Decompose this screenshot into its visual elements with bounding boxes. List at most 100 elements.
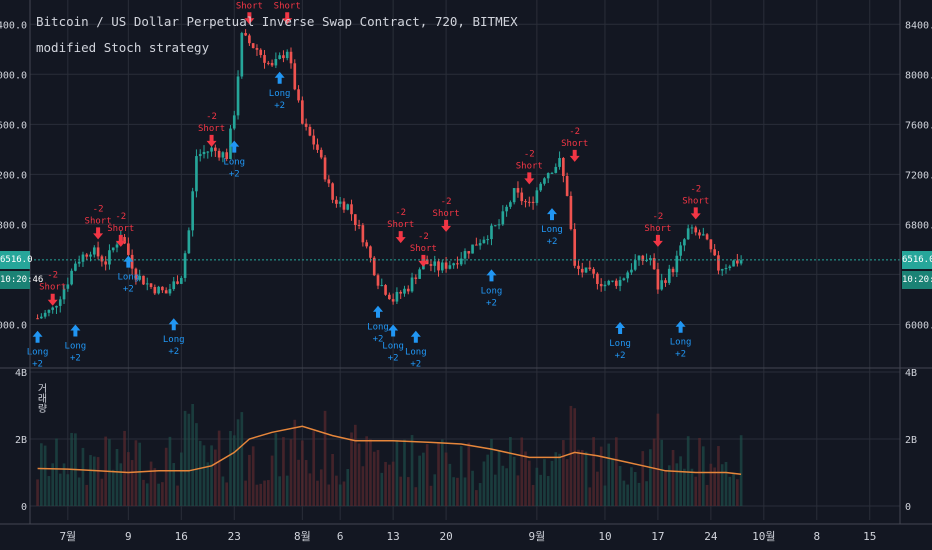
candle-body — [168, 289, 172, 294]
signal-short: Short-2 — [236, 1, 263, 25]
short-arrow-icon — [524, 172, 535, 185]
volume-bar — [195, 423, 198, 506]
candle-body — [142, 275, 145, 285]
candle-body — [395, 291, 399, 302]
candle-body — [369, 246, 372, 258]
volume-bar — [467, 442, 471, 506]
volume-bar — [108, 439, 111, 506]
candle-body — [713, 249, 716, 256]
signal-label: Long — [223, 158, 245, 168]
volume-bar — [588, 487, 592, 506]
volume-bar — [55, 438, 58, 506]
signal-long: Long +2 — [481, 269, 502, 308]
candle-body — [331, 183, 334, 200]
candle-body — [633, 260, 637, 270]
candle-body — [210, 147, 213, 152]
volume-bar — [736, 479, 739, 506]
candle-body — [55, 305, 58, 308]
short-arrow-icon — [93, 227, 104, 240]
volume-bar — [210, 445, 213, 506]
volume-bar — [43, 445, 47, 506]
volume-bar — [308, 473, 312, 506]
candle-body — [562, 158, 565, 176]
signal-short: Short-2 — [39, 271, 66, 306]
volume-bar — [471, 470, 474, 506]
strategy-name[interactable]: modified Stoch strategy — [36, 40, 210, 55]
volume-bar — [512, 456, 516, 506]
volume-bar — [81, 447, 85, 506]
candle-body — [414, 277, 418, 279]
signal-qty: +2 — [388, 353, 399, 363]
volume-bar — [123, 430, 126, 506]
volume-bar — [395, 440, 399, 506]
candle-body — [312, 135, 316, 145]
volume-bar — [645, 481, 648, 506]
signal-label: Long — [382, 341, 404, 351]
candle-body — [607, 280, 611, 285]
volume-bar — [217, 430, 221, 506]
candle-body — [104, 261, 107, 265]
current-price-badge-right: 6516.0 — [902, 250, 932, 269]
candle-body — [244, 33, 247, 36]
signal-qty: +2 — [274, 101, 285, 111]
volume-bar — [77, 477, 81, 506]
volume-bar — [562, 440, 565, 506]
volume-tick-label-right: 2B — [905, 435, 917, 446]
candle-body — [251, 43, 255, 49]
volume-bar — [274, 433, 278, 506]
volume-bar — [270, 455, 274, 506]
candle-body — [176, 281, 179, 284]
signal-short: Short-2 — [274, 1, 301, 25]
long-arrow-icon — [547, 208, 557, 221]
x-tick-label: 8월 — [294, 530, 311, 543]
volume-bar — [732, 473, 735, 506]
candle-body — [452, 263, 455, 266]
volume-bar — [85, 484, 89, 506]
candle-body — [683, 239, 686, 246]
volume-bar — [40, 443, 43, 506]
candle-body — [588, 267, 592, 270]
short-arrow-icon — [244, 12, 255, 25]
volume-bar — [656, 413, 660, 506]
volume-bar — [701, 446, 705, 506]
signal-short: Short-2 — [198, 112, 225, 147]
volume-bar — [527, 460, 531, 506]
candle-body — [229, 128, 232, 159]
long-arrow-icon — [123, 255, 134, 268]
volume-bar — [130, 460, 134, 506]
volume-bar — [611, 459, 614, 506]
volume-bar — [323, 410, 327, 506]
volume-bar — [244, 480, 247, 506]
volume-bar — [614, 437, 618, 506]
candle-body — [127, 243, 130, 255]
signal-qty: -2 — [395, 208, 406, 218]
candle-body — [471, 244, 474, 254]
x-tick-label: 13 — [387, 530, 400, 543]
candle-body — [592, 269, 595, 274]
volume-bar — [278, 476, 281, 506]
volume-bar — [36, 479, 39, 506]
candle-body — [675, 255, 679, 273]
candle-body — [319, 149, 323, 158]
volume-bar — [406, 477, 410, 506]
volume-bar — [202, 445, 206, 506]
candle-body — [308, 126, 312, 136]
candle-body — [622, 278, 626, 281]
signal-short: Short-2 — [561, 127, 588, 162]
signal-qty: -2 — [652, 212, 663, 222]
volume-bar — [705, 484, 709, 506]
volume-bar — [266, 480, 270, 506]
countdown-badge-left: 10:20:46 — [0, 270, 43, 289]
candle-body — [346, 204, 350, 210]
candle-body — [225, 152, 229, 159]
candle-body — [486, 239, 490, 241]
volume-bar — [206, 462, 210, 506]
signal-qty: -2 — [569, 127, 580, 137]
candle-body — [475, 244, 478, 246]
candle-body — [656, 269, 660, 290]
volume-bar — [626, 484, 629, 506]
signal-label: Long — [269, 89, 291, 99]
signal-short: Short-2 — [85, 204, 112, 240]
candle-body — [686, 228, 690, 240]
